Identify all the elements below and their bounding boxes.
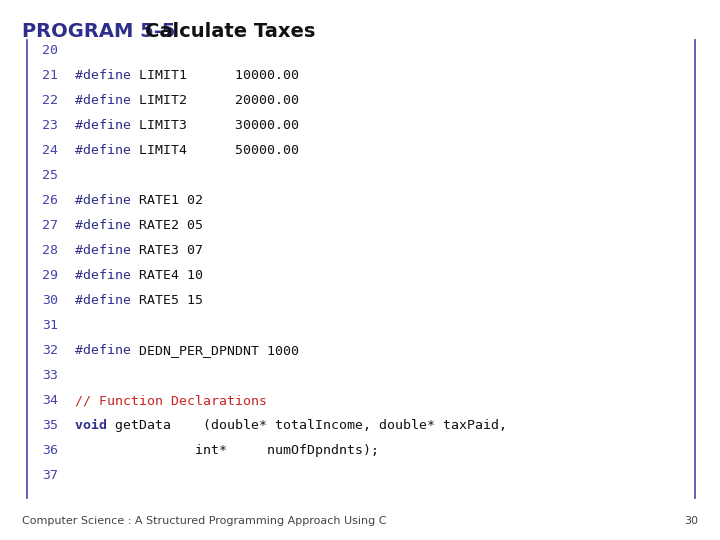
Text: LIMIT3      30000.00: LIMIT3 30000.00 xyxy=(139,119,299,132)
Text: #define: #define xyxy=(75,269,139,282)
Text: DEDN_PER_DPNDNT 1000: DEDN_PER_DPNDNT 1000 xyxy=(139,344,299,357)
Text: int*     numOfDpndnts);: int* numOfDpndnts); xyxy=(75,444,379,457)
Text: PROGRAM 5-5: PROGRAM 5-5 xyxy=(22,22,176,41)
Text: 22: 22 xyxy=(42,94,58,107)
Text: 26: 26 xyxy=(42,194,58,207)
Text: 20: 20 xyxy=(42,44,58,57)
Text: 23: 23 xyxy=(42,119,58,132)
Text: // Function Declarations: // Function Declarations xyxy=(75,394,267,407)
Text: 33: 33 xyxy=(42,369,58,382)
Text: 30: 30 xyxy=(42,294,58,307)
Text: LIMIT4      50000.00: LIMIT4 50000.00 xyxy=(139,144,299,157)
Text: RATE3 07: RATE3 07 xyxy=(139,244,203,257)
Text: #define: #define xyxy=(75,144,139,157)
Text: #define: #define xyxy=(75,244,139,257)
Text: #define: #define xyxy=(75,119,139,132)
Text: LIMIT1      10000.00: LIMIT1 10000.00 xyxy=(139,69,299,82)
Text: 31: 31 xyxy=(42,319,58,332)
Text: 28: 28 xyxy=(42,244,58,257)
Text: void: void xyxy=(75,419,115,432)
Text: 25: 25 xyxy=(42,169,58,182)
Text: 32: 32 xyxy=(42,344,58,357)
Text: Calculate Taxes: Calculate Taxes xyxy=(145,22,315,41)
Text: RATE5 15: RATE5 15 xyxy=(139,294,203,307)
Text: #define: #define xyxy=(75,194,139,207)
Text: 21: 21 xyxy=(42,69,58,82)
Text: #define: #define xyxy=(75,219,139,232)
Text: 36: 36 xyxy=(42,444,58,457)
Text: Computer Science : A Structured Programming Approach Using C: Computer Science : A Structured Programm… xyxy=(22,516,387,526)
Text: 37: 37 xyxy=(42,469,58,482)
Text: RATE4 10: RATE4 10 xyxy=(139,269,203,282)
Text: 27: 27 xyxy=(42,219,58,232)
Text: RATE2 05: RATE2 05 xyxy=(139,219,203,232)
Text: 30: 30 xyxy=(684,516,698,526)
Text: LIMIT2      20000.00: LIMIT2 20000.00 xyxy=(139,94,299,107)
Text: #define: #define xyxy=(75,69,139,82)
Text: #define: #define xyxy=(75,94,139,107)
Text: 34: 34 xyxy=(42,394,58,407)
Text: #define: #define xyxy=(75,294,139,307)
Text: getData    (double* totalIncome, double* taxPaid,: getData (double* totalIncome, double* ta… xyxy=(115,419,507,432)
Text: 29: 29 xyxy=(42,269,58,282)
Text: 35: 35 xyxy=(42,419,58,432)
Text: RATE1 02: RATE1 02 xyxy=(139,194,203,207)
Text: 24: 24 xyxy=(42,144,58,157)
Text: #define: #define xyxy=(75,344,139,357)
